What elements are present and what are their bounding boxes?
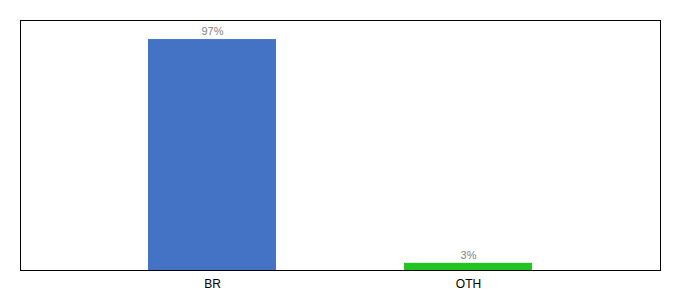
svg-text:BR: BR — [204, 277, 221, 291]
svg-text:3%: 3% — [461, 249, 477, 261]
svg-text:OTH: OTH — [456, 277, 481, 291]
svg-text:97%: 97% — [201, 25, 223, 37]
